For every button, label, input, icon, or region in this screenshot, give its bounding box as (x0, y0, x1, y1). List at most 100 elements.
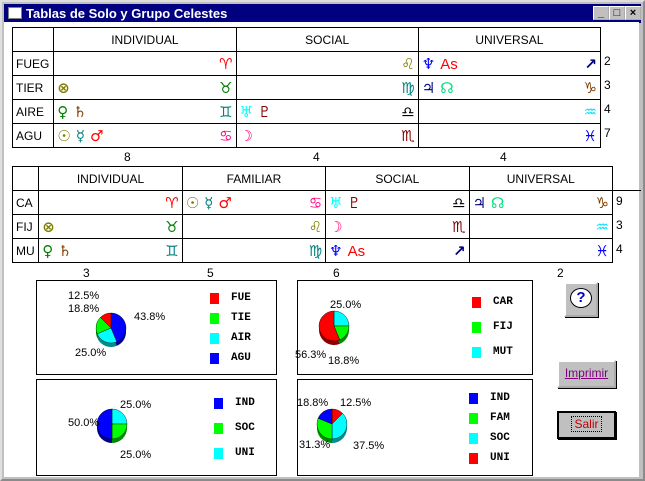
cell-content: ♒ (422, 103, 597, 121)
planet-group: ♆ As (422, 55, 463, 73)
zodiac-sign-icon: ↗ (584, 54, 597, 73)
row-label: CA (11, 190, 40, 215)
planet-icon: ♇ (347, 193, 362, 212)
zodiac-sign-icon: ♋ (219, 126, 233, 145)
table-row: CA ♈ ☉ ☿ ♂ ♋ ♅ ♇ ♎ ♃ ☊ ♑ (11, 190, 614, 215)
pie-slice-car (318, 310, 340, 342)
count-label: 2 (557, 266, 564, 280)
table-row: AGU ☉ ☿ ♂ ♋ ☽ ♏ ♓ (11, 123, 602, 148)
legend-item: MUT (472, 346, 513, 358)
cell-content: ♈ (57, 55, 232, 73)
row-label: FUEG (11, 51, 55, 76)
legend-item: AIR (210, 332, 251, 344)
cell-content: ♒ (473, 218, 609, 236)
cell-content: ♍ (240, 79, 414, 97)
table-row: FUEG ♈ ♌ ♆ As ↗ (11, 51, 602, 76)
print-label: Imprimir (564, 366, 609, 380)
zodiac-sign-icon: ♑ (595, 193, 609, 212)
table-row: TIER ⊗ ♉ ♍ ♃ ☊ ♑ (11, 75, 602, 100)
table-cell: ♓ (417, 123, 602, 148)
cell-content: ♆ As ↗ (422, 55, 597, 73)
help-button[interactable]: ? (564, 282, 598, 317)
print-button[interactable]: Imprimir (557, 360, 616, 388)
legend-label: IND (490, 392, 510, 404)
cell-content: ♆ As ↗ (329, 242, 465, 260)
planet-icon: ☊ (491, 193, 505, 212)
table-cell: ♈ (53, 51, 237, 76)
table-cell: ♃ ☊ ♑ (417, 75, 602, 100)
maximize-button[interactable]: □ (609, 6, 625, 20)
planet-icon: ♅ (239, 102, 253, 121)
row-label: FIJ (11, 214, 40, 239)
table-row: FIJ ⊗ ♉ ♌ ☽ ♏ ♒ (11, 214, 614, 239)
legend-label: IND (235, 397, 255, 409)
legend-item: SOC (469, 432, 510, 444)
zodiac-sign-icon: ♎ (401, 102, 415, 121)
planet-icon: ♅ (329, 193, 343, 212)
minimize-button[interactable]: _ (593, 6, 609, 20)
cell-content: ⊗ ♉ (57, 79, 232, 97)
table-cell: ⊗ ♉ (38, 214, 183, 239)
exit-button[interactable]: Salir (557, 411, 616, 439)
zodiac-sign-icon: ♒ (583, 102, 597, 121)
count-label: 3 (616, 218, 623, 232)
zodiac-sign-icon: ♍ (308, 241, 323, 260)
legend-swatch (469, 452, 478, 464)
cell-content: ⊗ ♉ (42, 218, 178, 236)
legend-swatch (469, 412, 478, 424)
cell-content: ☽ ♏ (240, 127, 415, 145)
planet-icon: ☽ (239, 126, 253, 145)
app-icon (8, 7, 22, 19)
legend-swatch (469, 432, 478, 444)
pie-percent-label: 50.0% (68, 417, 100, 429)
pie-slice-ind (96, 408, 113, 440)
pie-percent-label: 18.8% (68, 303, 100, 315)
count-label: 3 (83, 266, 90, 280)
help-icon: ? (570, 288, 592, 308)
planet-group: ☉ ☿ ♂ (57, 127, 108, 145)
planet-icon: ⊗ (42, 217, 55, 236)
table-cell: ♓ (468, 238, 614, 263)
count-label: 7 (604, 126, 611, 140)
zodiac-sign-icon: ♊ (165, 241, 179, 260)
legend-swatch (214, 422, 223, 434)
pie-slice-ind (317, 408, 333, 425)
table-cell: ♍ (181, 238, 327, 263)
legend-item: UNI (214, 447, 255, 459)
pie-percent-label: 25.0% (330, 299, 362, 311)
pie-percent-label: 25.0% (75, 347, 107, 359)
zodiac-sign-icon: ♑ (583, 78, 597, 97)
legend-label: AIR (231, 332, 251, 344)
cell-content: ♅ ♇ ♎ (240, 103, 415, 121)
zodiac-sign-icon: ♒ (595, 217, 609, 236)
planet-icon: As (347, 242, 366, 260)
table-cell: ♆ As ↗ (417, 51, 602, 76)
cell-content: ♈ (42, 194, 178, 212)
zodiac-sign-icon: ♏ (401, 126, 415, 145)
zodiac-sign-icon: ♉ (219, 78, 233, 97)
count-label: 8 (124, 150, 131, 164)
planet-icon: ☉ (57, 126, 71, 145)
divider (612, 190, 641, 191)
legend-swatch (472, 321, 481, 333)
zodiac-sign-icon: ♌ (401, 54, 415, 73)
legend-item: IND (214, 397, 255, 409)
legend-label: SOC (490, 432, 510, 444)
count-label: 4 (616, 242, 623, 256)
elements-table: INDIVIDUAL SOCIAL UNIVERSAL FUEG ♈ ♌ ♆ As ↗ TIER ⊗… (11, 27, 602, 148)
zodiac-sign-icon: ♋ (308, 193, 323, 212)
cell-content: ♃ ☊ ♑ (422, 79, 597, 97)
legend-swatch (472, 296, 481, 308)
legend-swatch (210, 292, 219, 304)
planet-group: ☉ ☿ ♂ (186, 194, 237, 212)
cell-content: ♀ ♄ ♊ (42, 242, 178, 260)
planet-group: ♃ ☊ (473, 194, 510, 212)
zodiac-sign-icon: ♏ (452, 217, 466, 236)
row-label: MU (11, 238, 40, 263)
cell-content: ♓ (422, 127, 597, 145)
close-button[interactable]: × (625, 6, 641, 20)
table-cell: ♆ As ↗ (325, 238, 470, 263)
cell-content: ♍ (186, 242, 322, 260)
pie-slice-fam (316, 418, 333, 440)
planet-group: ♀ ♄ (57, 103, 91, 121)
